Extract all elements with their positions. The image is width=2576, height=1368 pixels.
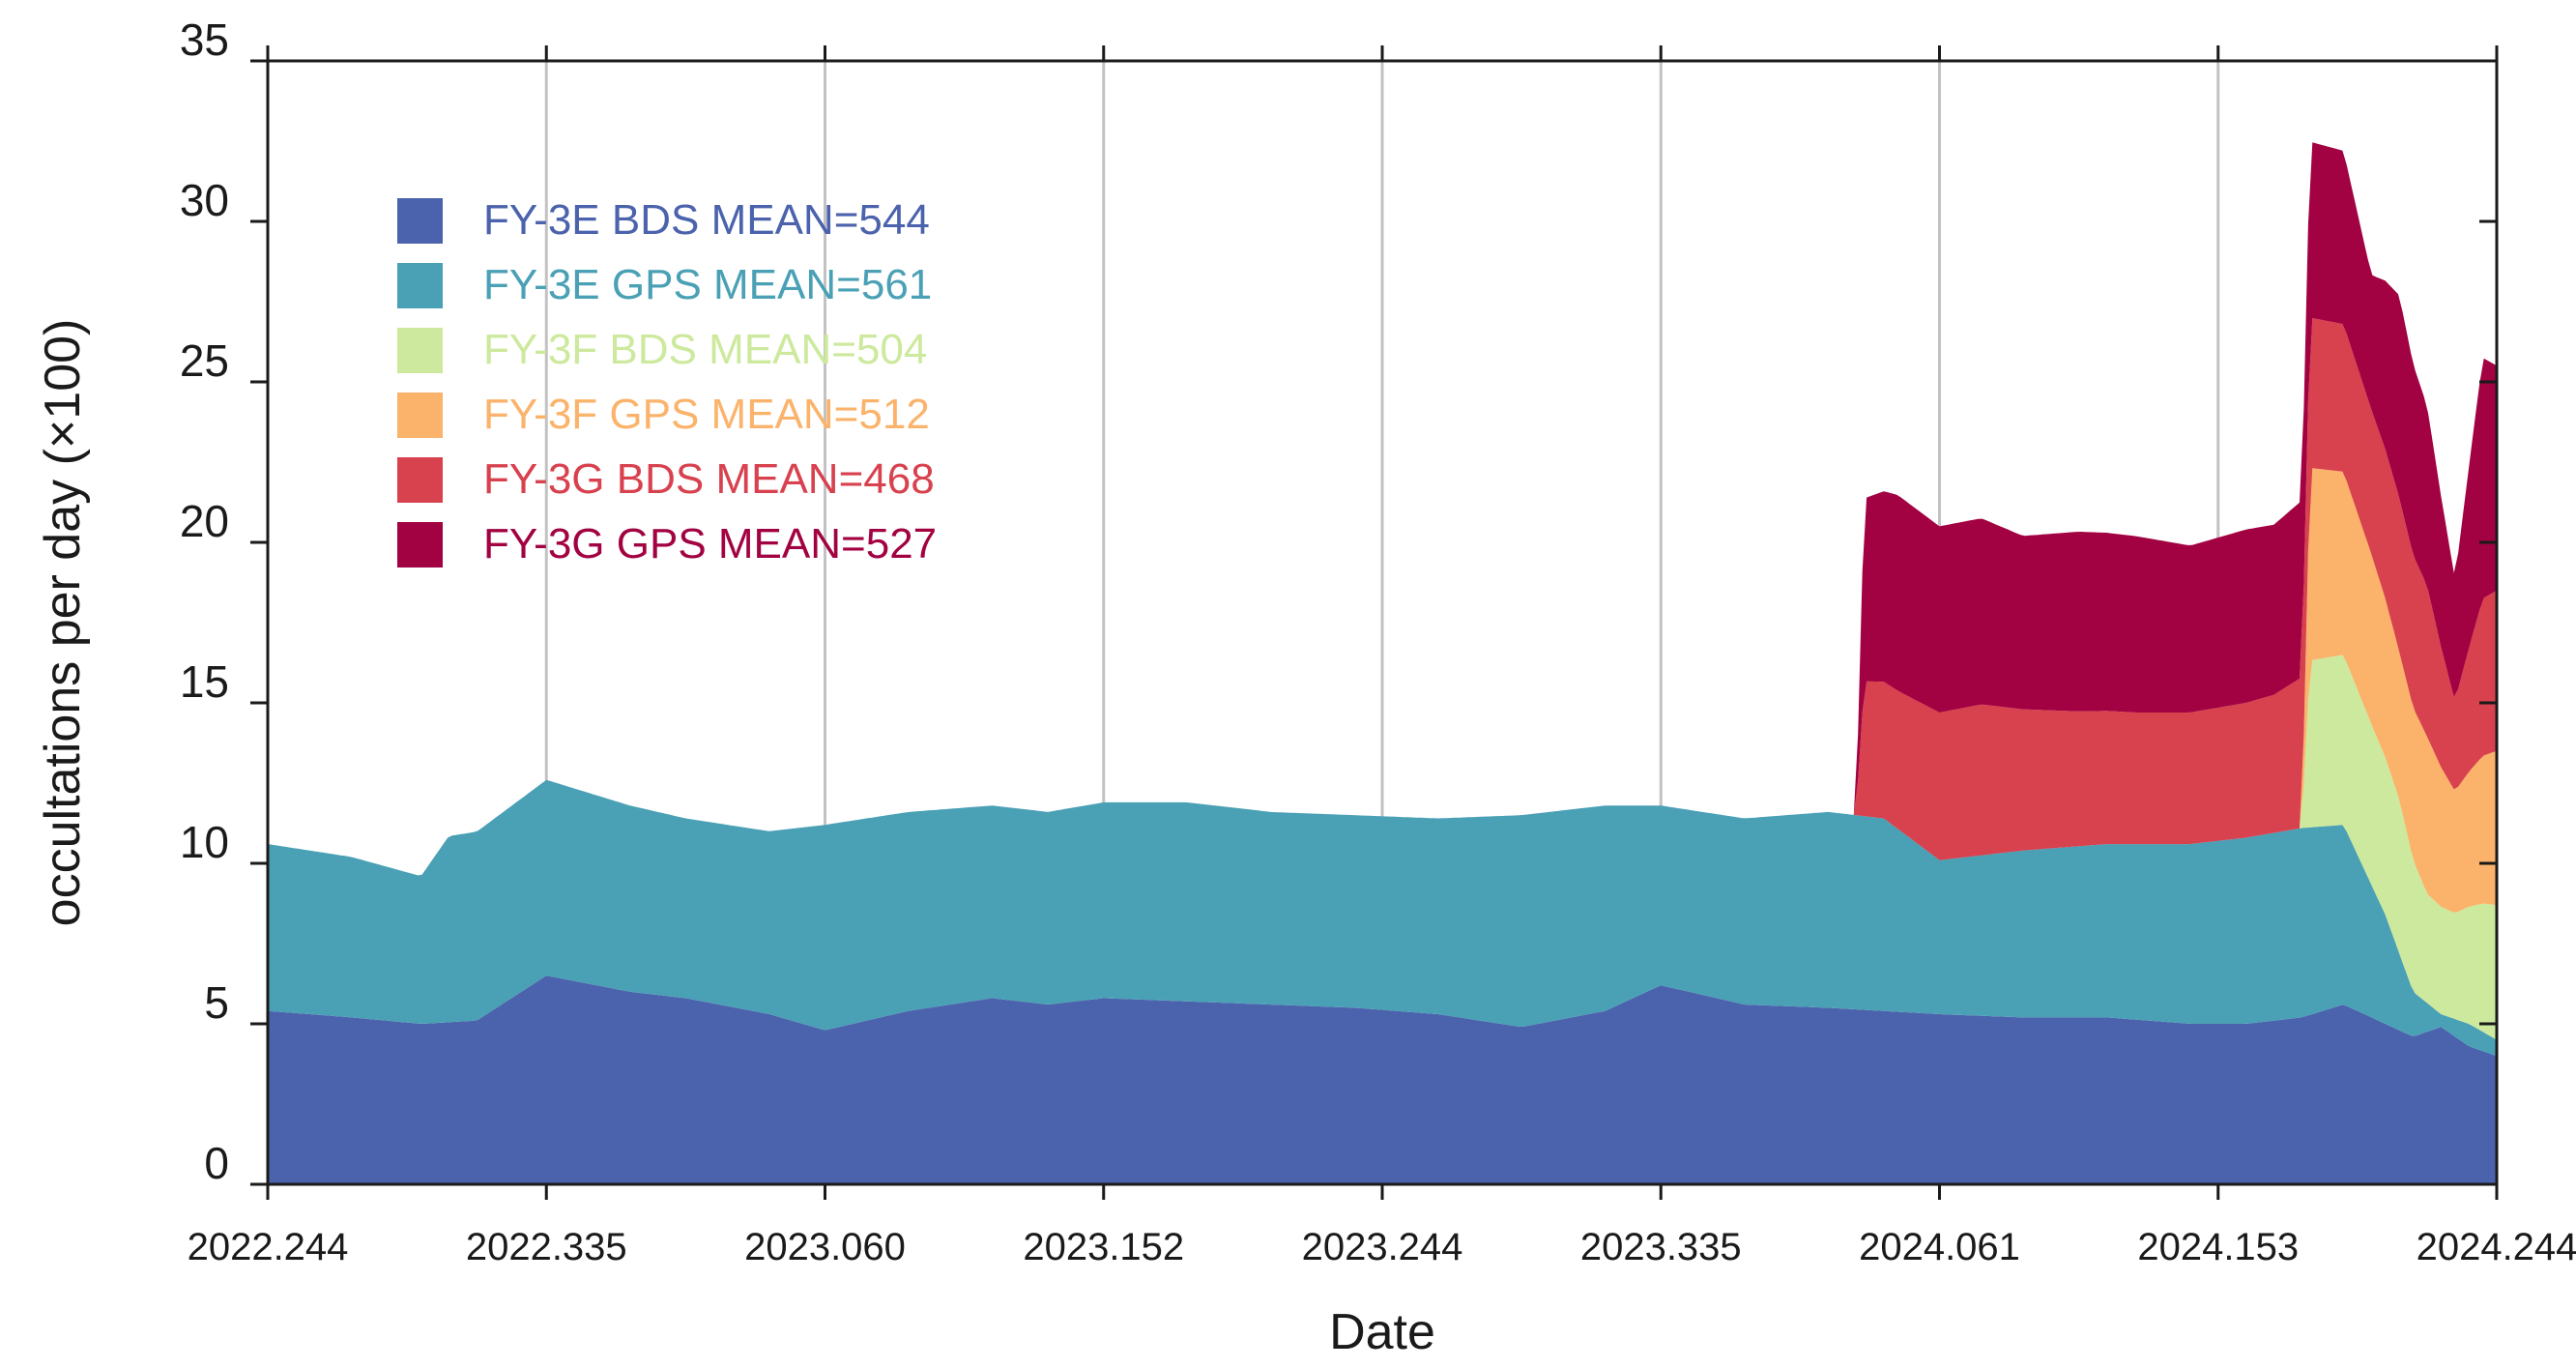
y-tick-label: 0 bbox=[204, 1138, 229, 1188]
y-tick-label: 15 bbox=[180, 656, 229, 707]
legend-swatch bbox=[397, 328, 443, 373]
y-tick-label: 35 bbox=[180, 15, 229, 65]
tick-labels: 0 5 10 15 20 25 30 35 2022.244 2022.335 2023.060 20… bbox=[180, 15, 2576, 1268]
x-axis-title: Date bbox=[1329, 1304, 1435, 1360]
series-area bbox=[268, 318, 2497, 876]
x-tick-label: 2022.244 bbox=[188, 1226, 349, 1268]
y-tick-label: 30 bbox=[180, 175, 229, 225]
legend-swatch bbox=[397, 393, 443, 438]
series-area bbox=[268, 142, 2497, 876]
legend-swatch bbox=[397, 457, 443, 503]
y-tick-label: 10 bbox=[180, 817, 229, 867]
x-tick-label: 2024.244 bbox=[2417, 1226, 2576, 1268]
legend-label: FY-3G BDS MEAN=468 bbox=[483, 455, 935, 503]
legend-swatch bbox=[397, 198, 443, 244]
x-tick-label: 2023.335 bbox=[1580, 1226, 1742, 1268]
y-axis-title: occultations per day (×100) bbox=[35, 319, 91, 927]
legend-label: FY-3F BDS MEAN=504 bbox=[483, 326, 927, 373]
legend-swatch bbox=[397, 263, 443, 308]
legend-label: FY-3F GPS MEAN=512 bbox=[483, 391, 930, 438]
x-tick-label: 2024.153 bbox=[2137, 1226, 2299, 1268]
legend-swatch bbox=[397, 522, 443, 568]
x-tick-label: 2023.152 bbox=[1023, 1226, 1184, 1268]
series-layer bbox=[268, 142, 2497, 1184]
x-tick-label: 2024.061 bbox=[1859, 1226, 2020, 1268]
x-tick-label: 2023.244 bbox=[1302, 1226, 1463, 1268]
legend-label: FY-3G GPS MEAN=527 bbox=[483, 520, 937, 568]
y-tick-label: 5 bbox=[204, 977, 229, 1028]
y-tick-label: 20 bbox=[180, 496, 229, 546]
legend: FY-3E BDS MEAN=544 FY-3E GPS MEAN=561 FY-3… bbox=[397, 196, 937, 568]
x-tick-label: 2022.335 bbox=[466, 1226, 627, 1268]
series-area bbox=[268, 975, 2497, 1184]
legend-label: FY-3E GPS MEAN=561 bbox=[483, 261, 932, 308]
x-tick-label: 2023.060 bbox=[744, 1226, 906, 1268]
legend-label: FY-3E BDS MEAN=544 bbox=[483, 196, 930, 244]
series-area bbox=[268, 779, 2497, 1057]
axes bbox=[250, 45, 2499, 1200]
y-tick-label: 25 bbox=[180, 335, 229, 386]
